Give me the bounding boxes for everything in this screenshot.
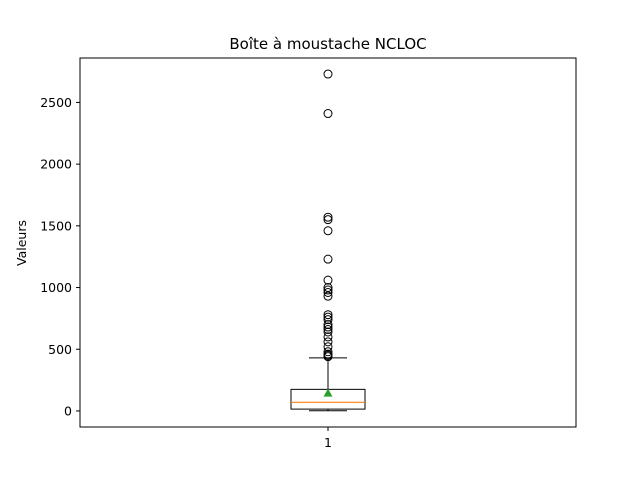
outlier-point bbox=[323, 226, 333, 236]
plot-area: 0 500 1000 1500 2000 2500 1 bbox=[40, 57, 577, 450]
y-tick-label: 1500 bbox=[40, 218, 72, 233]
outlier-point bbox=[323, 325, 333, 335]
outlier-point bbox=[323, 275, 333, 285]
x-tick-label: 1 bbox=[324, 435, 332, 450]
chart-title: Boîte à moustache NCLOC bbox=[229, 35, 426, 53]
outlier-point bbox=[323, 312, 333, 322]
outlier-point bbox=[323, 310, 333, 320]
outlier-point bbox=[323, 322, 333, 332]
y-tick-label: 500 bbox=[48, 342, 72, 357]
outlier-point bbox=[323, 215, 333, 225]
outlier-point bbox=[323, 212, 333, 222]
outlier-point bbox=[323, 320, 333, 330]
outlier-point bbox=[323, 287, 333, 297]
y-axis-label: Valeurs bbox=[14, 220, 29, 266]
outlier-point bbox=[323, 342, 333, 352]
outlier-point bbox=[323, 352, 333, 362]
outlier-point bbox=[323, 109, 333, 119]
y-tick-label: 1000 bbox=[40, 280, 72, 295]
y-tick-label: 0 bbox=[64, 403, 72, 418]
mean-marker bbox=[323, 388, 333, 397]
outlier-point bbox=[323, 332, 333, 342]
outlier-point bbox=[323, 283, 333, 293]
outlier-point bbox=[323, 285, 333, 295]
outlier-point bbox=[323, 69, 333, 79]
outlier-point bbox=[323, 327, 333, 337]
y-tick-label: 2000 bbox=[40, 157, 72, 172]
outlier-point bbox=[323, 291, 333, 301]
outlier-point bbox=[323, 347, 333, 357]
outlier-point bbox=[323, 315, 333, 325]
y-tick-label: 2500 bbox=[40, 95, 72, 110]
outlier-point bbox=[323, 254, 333, 264]
outlier-point bbox=[323, 337, 333, 347]
